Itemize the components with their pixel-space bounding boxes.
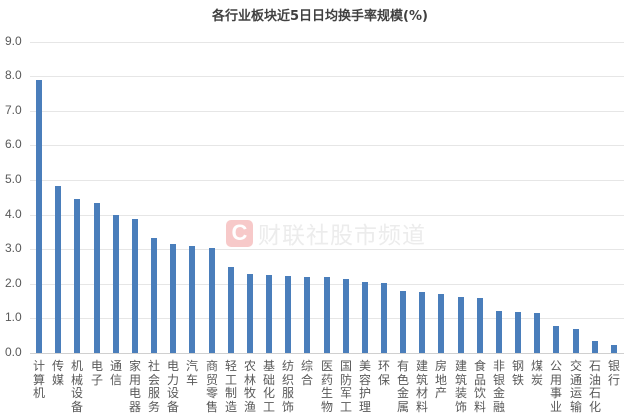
bar[interactable] (324, 277, 330, 353)
bar[interactable] (458, 297, 464, 353)
bar[interactable] (477, 298, 483, 353)
y-tick-label: 0.0 (5, 345, 22, 359)
x-tick-label: 农林牧渔 (243, 359, 256, 414)
bar[interactable] (515, 312, 521, 353)
x-tick-label: 轻工制造 (224, 359, 237, 414)
x-tick-label: 银行 (607, 359, 620, 387)
bar[interactable] (534, 313, 540, 353)
x-tick-label: 煤炭 (530, 359, 543, 387)
x-tick-label: 公用事业 (549, 359, 562, 414)
bar[interactable] (113, 215, 119, 353)
bar[interactable] (362, 282, 368, 353)
y-tick-label: 4.0 (5, 207, 22, 221)
bar[interactable] (247, 274, 253, 353)
bar[interactable] (304, 277, 310, 353)
x-tick-label: 机械设备 (70, 359, 83, 414)
gridline (30, 111, 624, 112)
bar[interactable] (266, 275, 272, 353)
x-tick-label: 商贸零售 (205, 359, 218, 414)
x-tick-label: 基础化工 (262, 359, 275, 414)
plot-area: 计算机 传媒 机械设备 电子 通信 家用电器 社会服务 电力设备 汽车 商贸零售 轻工制造 农林牧渔基… (30, 0, 624, 414)
x-tick-label: 钢铁 (511, 359, 524, 387)
bar[interactable] (419, 292, 425, 353)
x-tick-label: 计算机 (32, 359, 45, 400)
y-tick-label: 1.0 (5, 310, 22, 324)
y-tick-label: 6.0 (5, 137, 22, 151)
x-tick-label: 汽车 (185, 359, 198, 387)
y-tick-label: 3.0 (5, 241, 22, 255)
gridline (30, 215, 624, 216)
x-tick-label: 电力设备 (166, 359, 179, 414)
bar[interactable] (285, 276, 291, 353)
bar[interactable] (228, 267, 234, 353)
x-tick-label: 建筑装饰 (454, 359, 467, 414)
bar[interactable] (611, 345, 617, 353)
x-tick-label: 建筑材料 (415, 359, 428, 414)
x-tick-label: 石油石化 (588, 359, 601, 414)
bar[interactable] (94, 203, 100, 353)
y-tick-label: 8.0 (5, 68, 22, 82)
gridline (30, 76, 624, 77)
x-tick-label: 家用电器 (128, 359, 141, 414)
x-tick-label: 环保 (377, 359, 390, 387)
x-tick-label: 交通运输 (569, 359, 582, 414)
x-tick-label: 美容护理 (358, 359, 371, 414)
bar[interactable] (592, 341, 598, 353)
x-tick-label: 综合 (300, 359, 313, 387)
x-tick-label: 纺织服饰 (281, 359, 294, 414)
watermark-text: 财联社股市频道 (258, 223, 426, 249)
bar[interactable] (496, 311, 502, 353)
gridline (30, 249, 624, 250)
x-tick-label: 电子 (90, 359, 103, 387)
x-axis-line (30, 353, 624, 354)
x-tick-label: 国防军工 (339, 359, 352, 414)
gridline (30, 145, 624, 146)
y-tick-label: 7.0 (5, 103, 22, 117)
x-tick-label: 社会服务 (147, 359, 160, 414)
chart-title: 各行业板块近5日日均换手率规模(%) (212, 9, 428, 24)
cls-logo-icon: C (226, 219, 253, 247)
x-tick-label: 医药生物 (320, 359, 333, 414)
y-tick-label: 5.0 (5, 172, 22, 186)
bar[interactable] (438, 294, 444, 353)
bar[interactable] (74, 199, 80, 353)
x-tick-label: 有色金属 (396, 359, 409, 414)
x-tick-label: 通信 (109, 359, 122, 387)
bar[interactable] (573, 329, 579, 353)
bar[interactable] (553, 326, 559, 353)
x-tick-label: 非银金融 (492, 359, 505, 414)
bar[interactable] (151, 238, 157, 353)
bar[interactable] (55, 186, 61, 353)
bar[interactable] (36, 80, 42, 353)
y-tick-label: 9.0 (5, 34, 22, 48)
x-tick-label: 食品饮料 (473, 359, 486, 414)
gridline (30, 42, 624, 43)
y-tick-label: 2.0 (5, 276, 22, 290)
x-tick-label: 传媒 (51, 359, 64, 387)
watermark: C 财联社股市频道 (226, 216, 426, 250)
bar[interactable] (209, 248, 215, 353)
bar[interactable] (170, 244, 176, 353)
bar[interactable] (189, 246, 195, 353)
gridline (30, 180, 624, 181)
bar[interactable] (381, 283, 387, 353)
bar[interactable] (400, 291, 406, 353)
bar[interactable] (343, 279, 349, 353)
x-tick-label: 房地产 (434, 359, 447, 400)
bar[interactable] (132, 219, 138, 353)
